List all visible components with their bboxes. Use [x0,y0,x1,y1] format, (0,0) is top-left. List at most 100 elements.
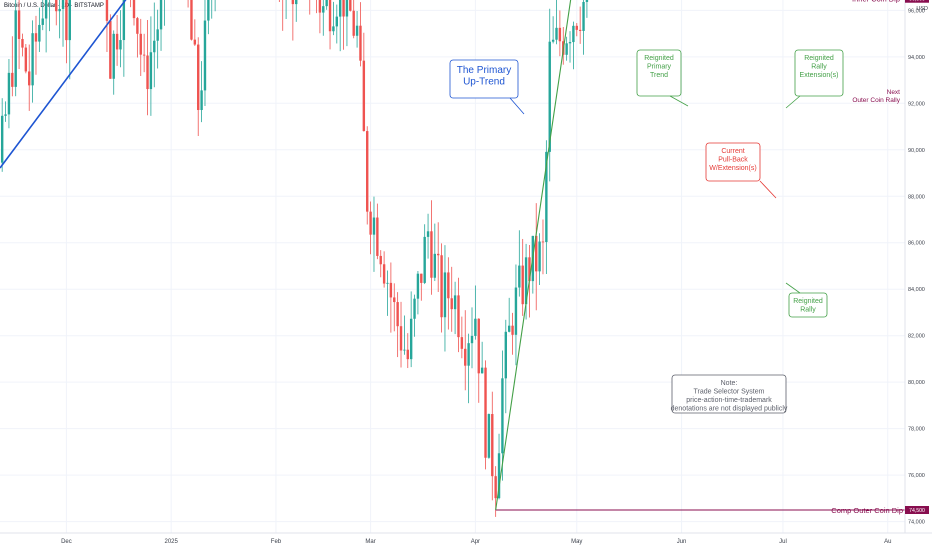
candle-up [507,325,511,332]
y-tick-label: 76,000 [908,473,925,479]
x-tick-label: Mar [365,539,375,545]
candle-up [322,6,325,13]
candle-up [156,29,159,41]
candle-down [352,10,355,36]
y-tick-label: 88,000 [908,194,925,200]
label-comp-outer-coin-dip: Comp Outer Coin Dip [831,506,903,515]
candle-down [457,295,460,338]
callout-box [449,59,519,99]
candle-up [119,40,122,50]
candle-up [551,39,555,42]
candle-down [139,33,142,55]
candle-down [494,476,497,499]
callout-text: denotations are not displayed publicly [671,406,788,413]
candle-up [7,72,11,115]
chart-title: Bitcoin / U.S. Dollar · 1D · BITSTAMP [4,3,104,9]
candle-up [159,0,163,30]
y-tick-label: 80,000 [908,380,925,386]
candle-up [413,298,416,319]
callout-note: Note: Trade Selector Systemprice-action-t… [671,374,788,414]
candle-up [443,272,447,318]
candle-down [342,0,345,17]
candle-down [21,38,24,48]
x-tick-label: Jun [677,539,687,545]
candle-down [406,349,409,360]
price-levels [495,509,905,511]
callout-pointer [509,97,525,115]
y-tick-label: 84,000 [908,287,925,293]
callout-text: Rally [811,64,827,71]
candle-down [541,241,545,243]
callout-box [788,292,828,318]
candle-down [369,211,372,235]
x-tick-label: Apr [471,539,480,545]
candle-down [24,47,28,72]
candle-down [115,33,119,50]
time-axis: Dec 2025 Feb Mar Apr May Jun Jul Au [61,539,891,545]
candle-up [568,42,572,44]
candle-down [376,217,379,256]
candle-down [396,302,399,327]
candle-down [447,272,450,299]
callout-text: Reignited [644,55,674,62]
candle-up [355,25,359,36]
callout-text: The Primary [457,65,511,76]
callout-box [705,142,761,182]
price-tag-text: 74,500 [909,508,925,514]
candle-up [416,273,420,299]
candle-down [132,0,136,19]
label-inner-coin-dip: Inner Coin Dip [852,0,900,4]
x-tick-label: 2025 [165,539,179,545]
candle-up [572,25,575,43]
candle-up [582,1,585,31]
candle-down [521,265,524,305]
candle-up [467,343,470,366]
callout-reignited-rally: Reignited Rally [785,282,828,318]
candle-down [578,29,582,31]
candle-down [55,0,58,12]
callout-box [794,49,844,97]
candle-down [328,0,332,32]
candle-down [105,0,109,21]
candle-down [366,131,369,212]
candle-up [538,241,541,272]
candle-up [61,0,65,9]
candle-up [426,231,430,237]
candle-up [548,41,551,152]
candle-up [372,217,376,235]
callout-pointer [785,95,801,109]
candle-up [4,114,7,116]
callout-text: Current [721,148,744,155]
candle-up [58,8,61,12]
candle-up [403,349,406,351]
candle-up [41,18,44,25]
candle-down [511,325,514,335]
candle-down [535,235,538,272]
candle-up [555,27,558,40]
y-tick-label: 96,000 [908,8,925,14]
callout-box [671,374,787,414]
candle-up [585,0,589,2]
candle-down [440,255,443,318]
price-tags: 122,000117,500114,500111,700110,300104,0… [905,0,929,514]
y-tick-label: 74,000 [908,520,925,526]
price-tag [905,0,929,3]
candle-down [393,297,396,303]
candle-up [545,151,548,243]
candle-down [193,39,197,45]
candle-down [484,367,487,458]
callout-text: Reignited [793,298,823,305]
candle-up [453,295,457,310]
y-tick-label: 78,000 [908,427,925,433]
label-next-outer-coin-rally: Outer Coin Rally [852,97,900,104]
candle-down [389,282,393,298]
callout-pointer [785,282,801,294]
y-tick-label: 90,000 [908,148,925,154]
x-tick-label: Feb [271,539,282,545]
candle-up [325,0,328,7]
candle-down [382,264,386,284]
